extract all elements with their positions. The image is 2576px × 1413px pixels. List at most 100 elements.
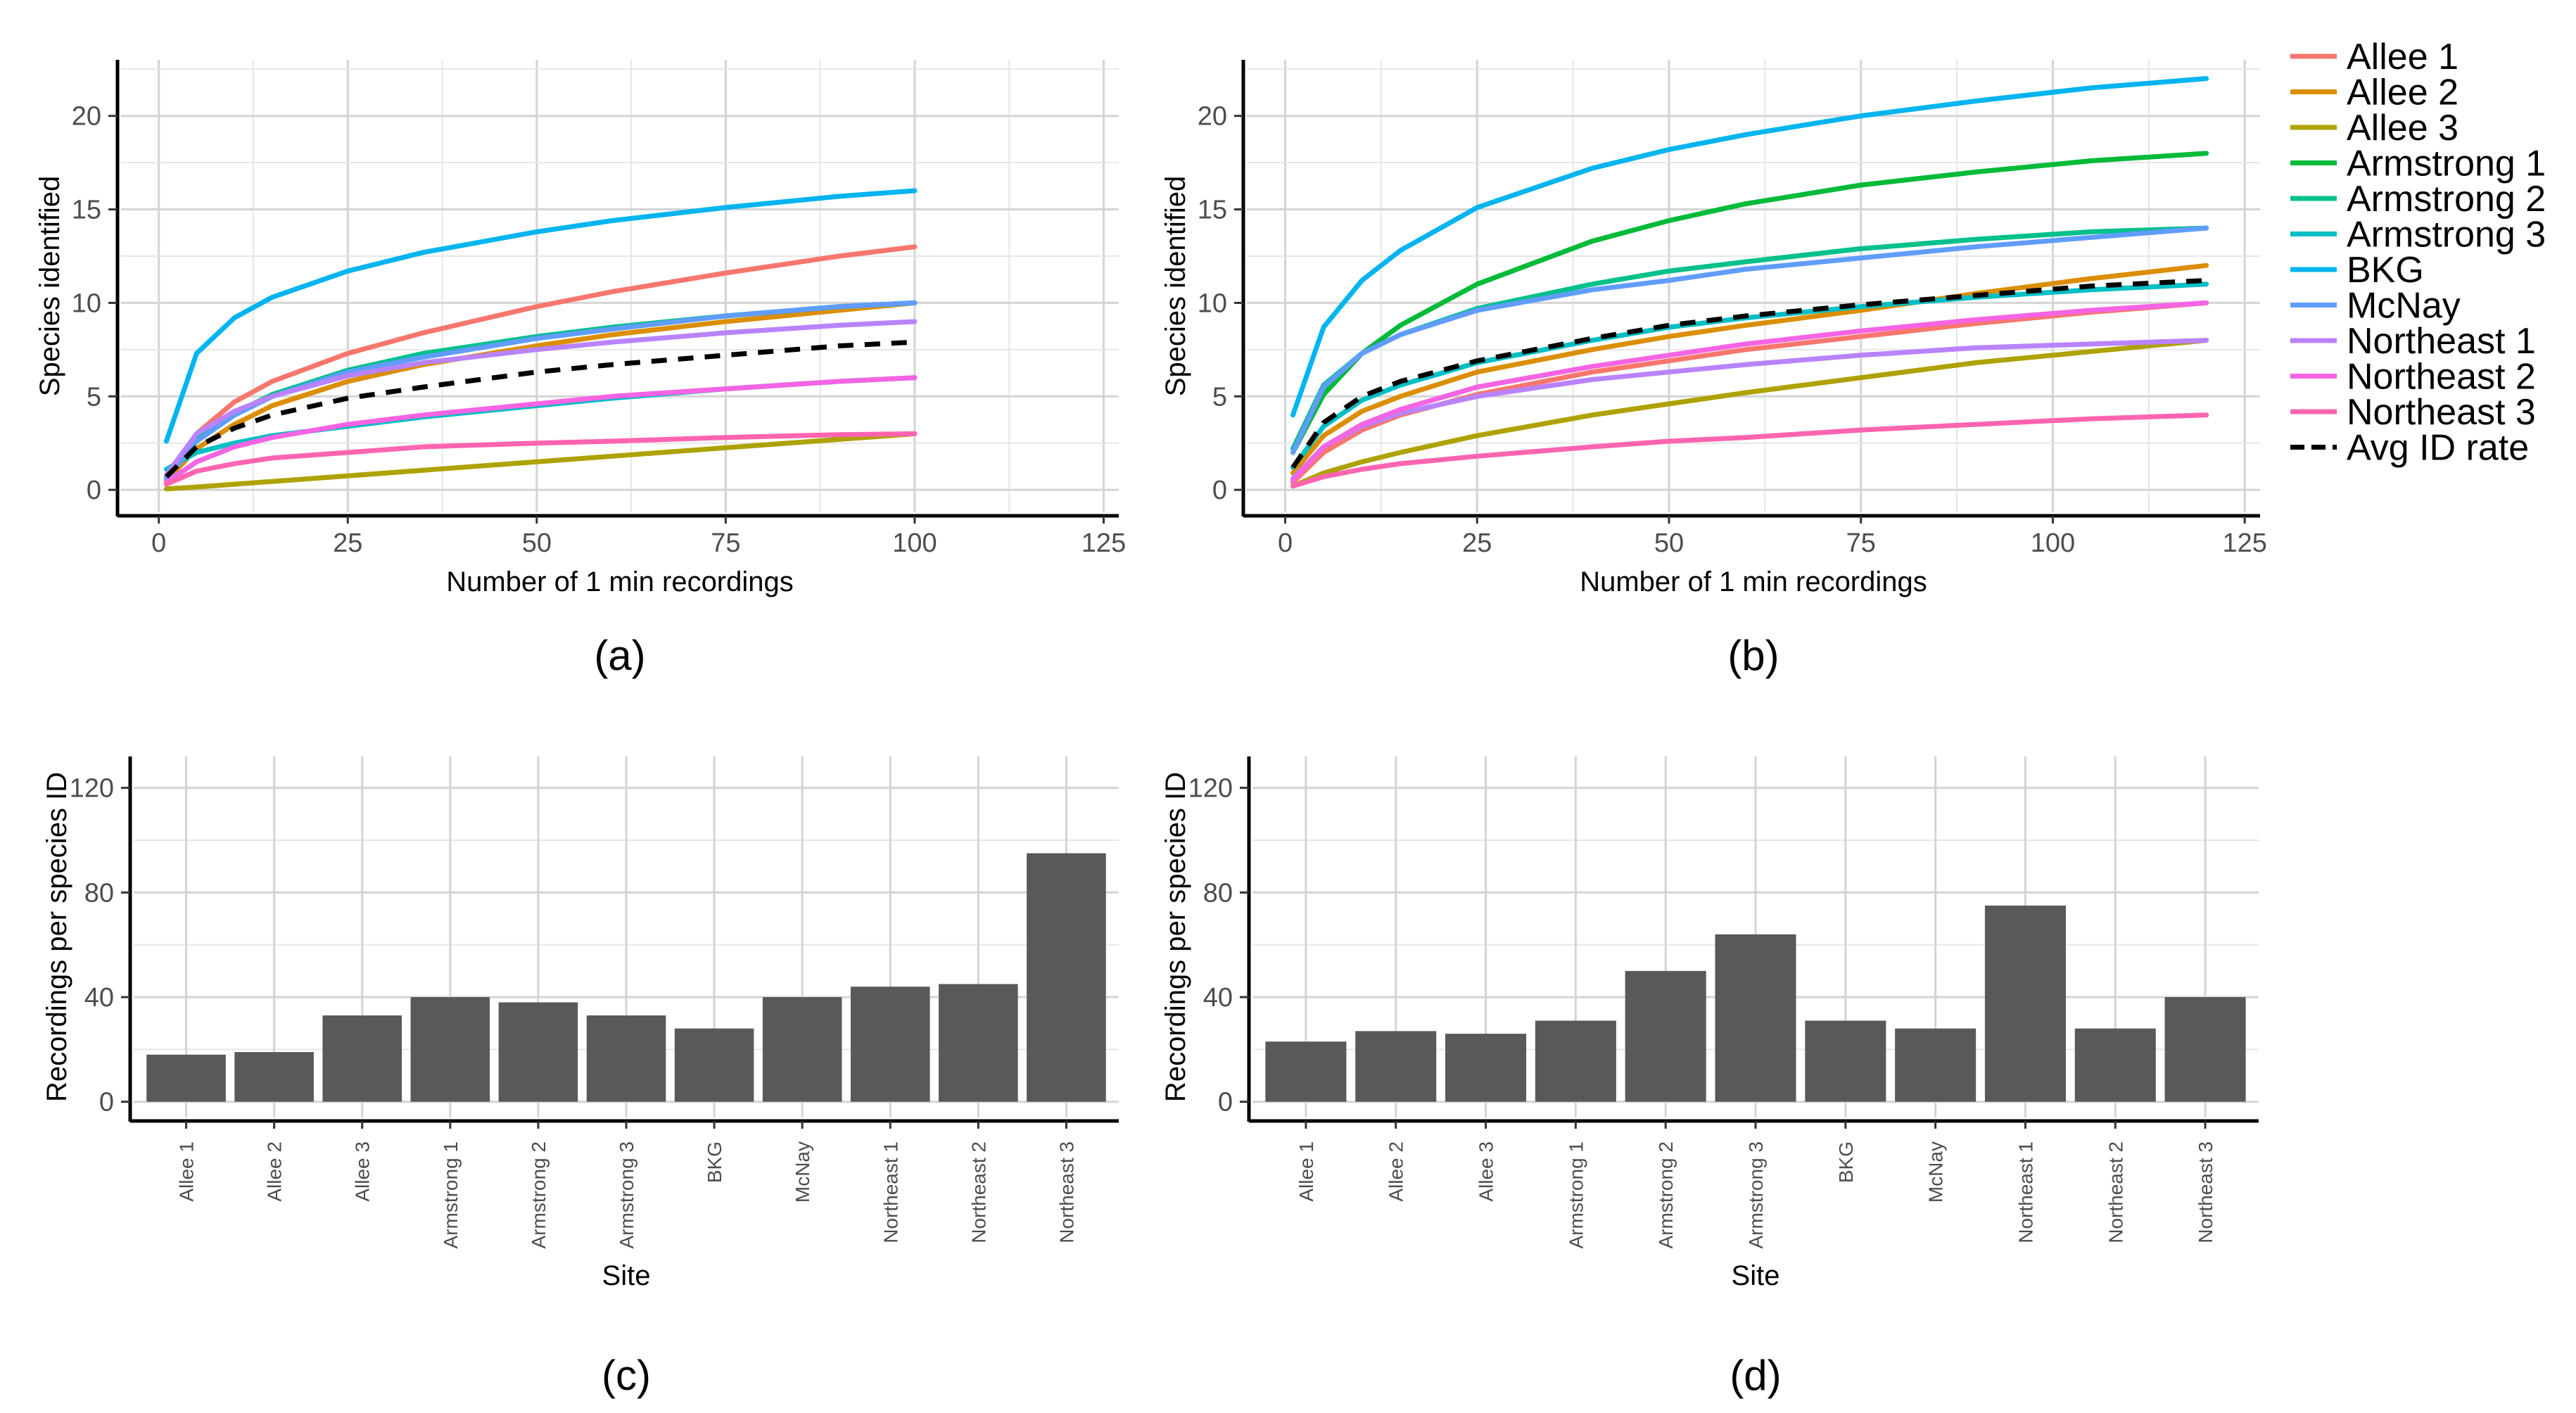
x-category-label: Armstrong 3: [616, 1141, 637, 1249]
y-axis-title: Species identified: [34, 176, 65, 397]
x-tick-label: 0: [151, 528, 166, 558]
panel-label: (b): [1727, 632, 1779, 679]
y-tick-label: 0: [1218, 1088, 1233, 1117]
panel-label: (c): [602, 1352, 651, 1399]
x-category-label: Northeast 3: [2195, 1141, 2216, 1243]
panel-d-bar-chart: (d) 0 40 80 120 Allee 1 Allee 2 Allee 3 Armstron…: [1160, 756, 2259, 1399]
bar-allee-2: [234, 1052, 314, 1102]
x-tick-label: 0: [1278, 528, 1293, 558]
y-tick-label: 0: [87, 476, 101, 505]
bar-bkg: [674, 1028, 754, 1102]
bar-northeast-2: [939, 984, 1018, 1102]
y-tick-label: 15: [72, 196, 101, 225]
y-tick-label: 40: [1203, 983, 1233, 1013]
y-tick-label: 10: [1198, 289, 1227, 318]
x-category-label: Armstrong 2: [1655, 1141, 1677, 1249]
legend-label-northeast-2: Northeast 2: [2347, 357, 2536, 398]
series-line-mcnay: [164, 300, 918, 481]
y-tick-label: 5: [87, 382, 101, 412]
bar-allee-1: [1265, 1041, 1347, 1102]
y-tick-label: 20: [1198, 102, 1227, 132]
x-axis-title: Site: [602, 1260, 651, 1291]
x-axis-title: Number of 1 min recordings: [1580, 566, 1927, 597]
bar-armstrong-3: [586, 1015, 666, 1102]
x-tick-label: 25: [333, 528, 362, 558]
x-category-label: BKG: [1835, 1141, 1857, 1183]
x-category-label: Allee 1: [1295, 1141, 1317, 1202]
bar-bkg: [1805, 1020, 1886, 1102]
x-tick-label: 50: [522, 528, 552, 558]
x-tick-label: 75: [711, 528, 740, 558]
y-axis-title: Recordings per species ID: [42, 772, 72, 1102]
bar-mcnay: [1895, 1028, 1977, 1102]
x-category-label: Allee 1: [176, 1141, 198, 1202]
x-tick-label: 50: [1654, 528, 1684, 558]
series-line-allee-3: [164, 431, 918, 492]
x-category-label: Northeast 2: [2105, 1141, 2126, 1243]
bar-armstrong-2: [498, 1002, 578, 1102]
bar-armstrong-1: [410, 997, 490, 1102]
y-tick-label: 80: [1203, 878, 1233, 908]
series-line-bkg: [164, 188, 918, 444]
x-category-label: Allee 2: [264, 1141, 286, 1202]
series-line-northeast-2: [1290, 300, 2209, 483]
bar-armstrong-2: [1625, 970, 1706, 1102]
x-category-label: McNay: [792, 1141, 813, 1203]
legend-label-mcnay: McNay: [2347, 286, 2461, 327]
legend-label-armstrong-2: Armstrong 2: [2347, 179, 2546, 220]
x-category-label: Armstrong 2: [528, 1141, 550, 1249]
x-axis-title: Number of 1 min recordings: [446, 566, 794, 597]
legend-label-avg-id-rate: Avg ID rate: [2347, 428, 2529, 469]
panel-b-line-chart: (b) 0 25 50 75 100 125 0 5 10 15 20 Number of 1 min …: [1160, 60, 2267, 679]
series-line-northeast-3: [1290, 412, 2209, 489]
x-category-label: Northeast 3: [1055, 1141, 1077, 1243]
panel-c-bar-chart: (c) 0 40 80 120 Allee 1 Allee 2 Allee 3 Armstron…: [42, 756, 1119, 1399]
bar-northeast-3: [1027, 853, 1106, 1102]
bar-northeast-1: [1984, 905, 2066, 1102]
series-line-allee-1: [164, 244, 918, 479]
y-tick-label: 120: [1188, 774, 1233, 804]
series-line-mcnay: [1290, 225, 2209, 455]
bar-allee-1: [146, 1054, 226, 1102]
series-line-avg-id-rate: [1290, 278, 2207, 469]
bar-allee-3: [322, 1015, 402, 1102]
y-tick-label: 0: [1212, 476, 1227, 505]
y-tick-label: 20: [72, 102, 101, 132]
bar-allee-2: [1355, 1031, 1437, 1102]
series-line-northeast-3: [164, 431, 918, 487]
y-axis-title: Recordings per species ID: [1160, 772, 1191, 1102]
x-tick-label: 25: [1462, 528, 1492, 558]
x-category-label: Northeast 1: [2015, 1141, 2036, 1243]
x-category-label: Allee 2: [1385, 1141, 1407, 1202]
series-line-allee-3: [1290, 338, 2209, 489]
series-line-bkg: [1290, 76, 2209, 418]
series-line-northeast-2: [164, 375, 918, 485]
y-tick-label: 120: [70, 774, 114, 804]
x-category-label: Northeast 1: [880, 1141, 901, 1243]
y-axis-title: Species identified: [1160, 176, 1191, 397]
x-tick-label: 75: [1846, 528, 1876, 558]
x-category-label: Allee 3: [352, 1141, 374, 1202]
series-line-northeast-1: [164, 319, 918, 478]
y-tick-label: 40: [84, 983, 114, 1013]
legend-label-northeast-1: Northeast 1: [2347, 321, 2536, 362]
y-tick-label: 80: [84, 878, 114, 908]
bar-northeast-3: [2164, 997, 2246, 1102]
x-tick-label: 125: [2222, 528, 2266, 558]
legend-label-allee-3: Allee 3: [2347, 108, 2458, 148]
bar-armstrong-3: [1715, 934, 1796, 1102]
series-line-allee-1: [1290, 300, 2209, 485]
legend-label-allee-1: Allee 1: [2347, 37, 2458, 77]
panel-label: (d): [1730, 1352, 1781, 1399]
bar-allee-3: [1445, 1034, 1527, 1102]
y-tick-label: 0: [99, 1088, 114, 1117]
legend-label-bkg: BKG: [2347, 250, 2424, 291]
x-tick-label: 125: [1081, 528, 1126, 558]
x-category-label: Armstrong 1: [440, 1141, 462, 1249]
series-line-avg-id-rate: [165, 339, 915, 479]
x-category-label: Armstrong 1: [1565, 1141, 1587, 1249]
legend-label-armstrong-1: Armstrong 1: [2347, 144, 2546, 184]
